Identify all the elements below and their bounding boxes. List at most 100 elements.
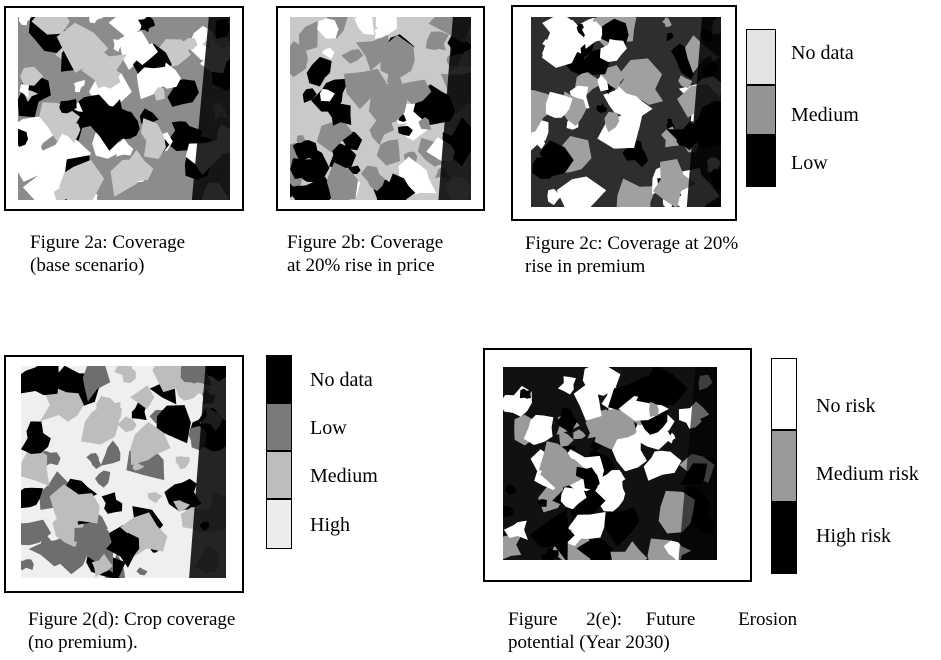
map-patch	[140, 118, 166, 159]
map-patch	[529, 509, 575, 560]
map-patch	[21, 487, 44, 508]
map-patch	[319, 88, 335, 102]
map-patch	[73, 101, 83, 112]
map-patch	[676, 135, 689, 147]
legend-swatch-medium-risk	[771, 430, 797, 502]
map-patch	[523, 414, 554, 445]
map-patch	[576, 538, 612, 560]
map-patch	[643, 450, 682, 481]
map-patch	[298, 21, 318, 53]
map-patch	[173, 500, 191, 512]
map-patch	[557, 376, 576, 395]
map-patch	[649, 401, 659, 417]
map-patch	[131, 401, 147, 421]
map-patch	[361, 165, 386, 192]
map-patch	[570, 502, 594, 526]
map-patch	[614, 485, 623, 495]
map-patch	[542, 17, 582, 54]
figure-2d-caption-line-1: Figure 2(d): Crop coverage	[28, 609, 236, 630]
map-patch	[180, 37, 198, 51]
legend-swatch-no-data	[266, 355, 292, 403]
legend-swatch-no-data	[746, 29, 776, 85]
legend-swatch-low	[266, 403, 292, 451]
map-patch	[597, 75, 609, 92]
legend-label-no-data: No data	[310, 369, 373, 391]
map-patch	[21, 421, 51, 454]
map-patch	[40, 388, 84, 422]
map-patch	[636, 367, 688, 406]
map-patch	[343, 68, 388, 110]
legend-swatch-high	[266, 499, 292, 549]
map-patch	[354, 17, 375, 35]
map-patch	[386, 74, 399, 87]
map-patch	[573, 429, 586, 440]
map-patch	[652, 159, 696, 207]
map-patch	[316, 121, 353, 153]
map-patch	[602, 507, 640, 547]
map-patch	[28, 530, 66, 567]
map-patch	[59, 99, 77, 114]
map-patch	[89, 17, 104, 24]
figure-2e-caption-line-2: potential (Year 2030)	[508, 632, 670, 653]
map-patch	[667, 432, 676, 444]
legend-swatch-low	[746, 135, 776, 187]
map-patch	[519, 388, 532, 399]
figure-2d-caption-line-2: (no premium).	[28, 632, 138, 653]
map-patch	[136, 567, 148, 576]
map-patch	[117, 416, 137, 433]
legend-label-low: Low	[310, 417, 347, 439]
map-patch	[302, 88, 317, 103]
map-patch	[120, 512, 168, 558]
map-patch	[597, 488, 613, 505]
map-patch	[610, 541, 648, 560]
legend-swatch-medium	[746, 85, 776, 135]
figure-2a-frame	[4, 6, 244, 211]
map-patch	[556, 176, 607, 207]
map-patch	[130, 385, 155, 410]
map-patch	[158, 62, 181, 89]
map-patch	[503, 533, 523, 560]
map-patch	[597, 109, 640, 149]
map-patch	[397, 126, 413, 136]
map-patch	[539, 441, 572, 475]
map-patch	[116, 138, 134, 157]
figure-2a-map	[18, 17, 230, 200]
map-patch	[662, 17, 672, 27]
map-patch	[59, 159, 105, 200]
legend-label-low: Low	[791, 152, 828, 174]
map-patch	[538, 499, 548, 507]
map-patch	[86, 453, 102, 469]
figure-2b-frame	[276, 6, 485, 211]
figure-2c-caption-line-1: Figure 2c: Coverage at 20%	[525, 233, 739, 254]
map-patch	[661, 126, 682, 148]
map-patch	[558, 430, 574, 447]
map-patch	[175, 456, 190, 470]
map-patch	[326, 162, 358, 200]
map-patch	[36, 366, 59, 381]
legend-label-no-data: No data	[791, 42, 854, 64]
map-patch	[108, 17, 147, 37]
figure-2c-map	[531, 17, 721, 207]
map-patch	[175, 381, 199, 401]
map-patch	[341, 49, 364, 64]
map-patch	[425, 31, 449, 51]
map-patch	[545, 91, 573, 118]
figure-2e-map	[503, 367, 717, 560]
map-patch	[106, 532, 140, 568]
figure-2b-caption-line-2: at 20% rise in price	[287, 255, 435, 276]
map-patch	[292, 140, 318, 163]
map-patch	[290, 41, 308, 78]
map-patch	[385, 149, 396, 162]
map-edge-band	[678, 367, 717, 560]
map-edge-band	[191, 17, 230, 200]
legend-label-medium: Medium	[310, 465, 378, 487]
map-patch	[564, 51, 595, 75]
figure-2a-caption-line-2: (base scenario)	[30, 255, 145, 276]
map-patch	[612, 432, 647, 472]
map-patch	[599, 39, 627, 62]
map-patch	[73, 80, 85, 93]
figure-2e-caption: Figure 2(e): Future Erosion potential (Y…	[508, 608, 797, 654]
map-patch	[290, 158, 319, 179]
figure-2d-caption: Figure 2(d): Crop coverage (no premium).	[28, 608, 235, 654]
legend-swatch-high-risk	[771, 502, 797, 574]
